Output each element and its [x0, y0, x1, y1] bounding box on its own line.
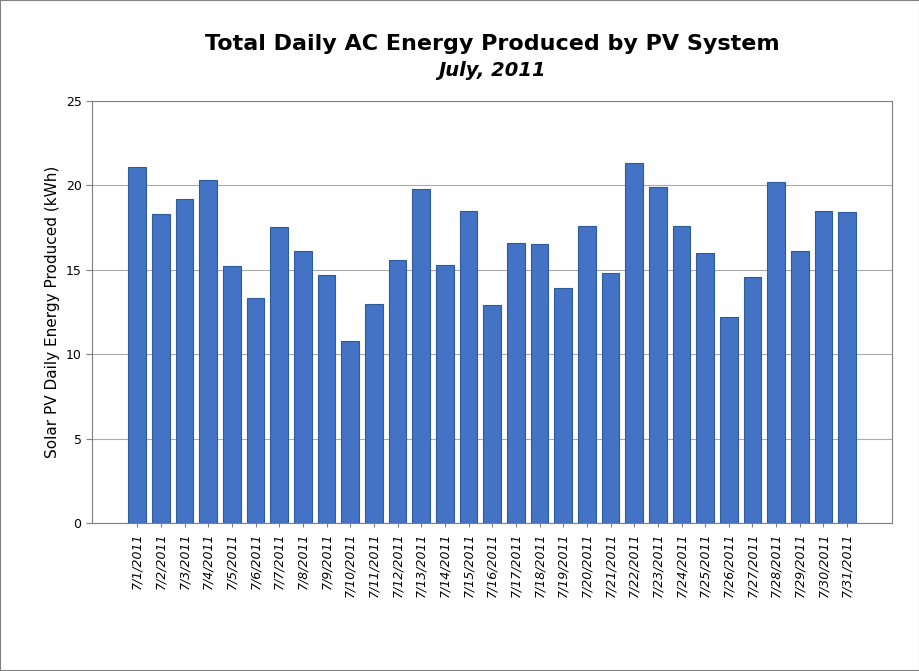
- Bar: [317, 275, 335, 523]
- Bar: [246, 299, 264, 523]
- Y-axis label: Solar PV Daily Energy Produced (kWh): Solar PV Daily Energy Produced (kWh): [45, 166, 60, 458]
- Bar: [341, 341, 358, 523]
- Bar: [129, 166, 146, 523]
- Bar: [482, 305, 501, 523]
- Bar: [625, 163, 642, 523]
- Text: July, 2011: July, 2011: [438, 61, 545, 80]
- Bar: [696, 253, 713, 523]
- Bar: [199, 180, 217, 523]
- Bar: [506, 243, 524, 523]
- Bar: [790, 251, 808, 523]
- Bar: [743, 276, 761, 523]
- Text: Total Daily AC Energy Produced by PV System: Total Daily AC Energy Produced by PV Sys…: [205, 34, 778, 54]
- Bar: [813, 211, 832, 523]
- Bar: [222, 266, 241, 523]
- Bar: [648, 187, 666, 523]
- Bar: [766, 182, 784, 523]
- Bar: [294, 251, 312, 523]
- Bar: [530, 244, 548, 523]
- Bar: [837, 212, 855, 523]
- Bar: [460, 211, 477, 523]
- Bar: [388, 260, 406, 523]
- Bar: [412, 189, 429, 523]
- Bar: [577, 225, 596, 523]
- Bar: [554, 289, 572, 523]
- Bar: [601, 273, 618, 523]
- Bar: [152, 214, 170, 523]
- Bar: [176, 199, 193, 523]
- Bar: [672, 225, 689, 523]
- Bar: [720, 317, 737, 523]
- Bar: [436, 264, 453, 523]
- Bar: [365, 303, 382, 523]
- Bar: [270, 227, 288, 523]
